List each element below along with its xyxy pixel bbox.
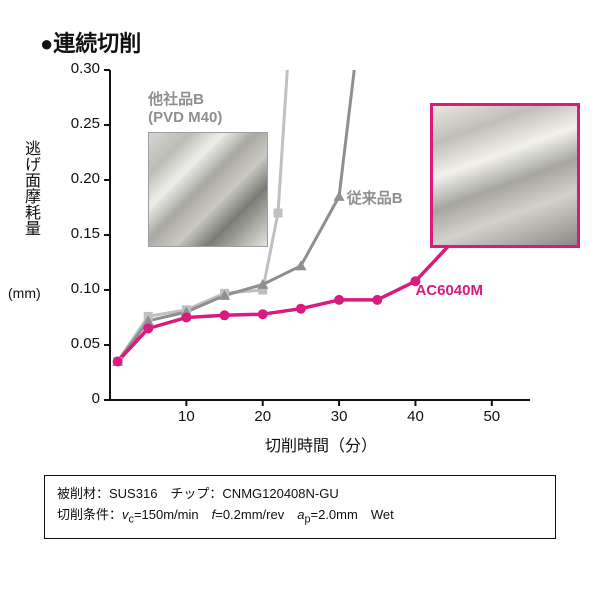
series-label-conventional-b: 従来品B — [347, 187, 403, 208]
y-tick: 0.10 — [50, 280, 100, 297]
conditions-line-2: 切削条件：vc=150m/min f=0.2mm/rev ap=2.0mm We… — [57, 505, 543, 529]
x-tick: 40 — [395, 408, 435, 425]
y-tick: 0.15 — [50, 225, 100, 242]
x-axis-label: 切削時間（分） — [265, 432, 377, 456]
y-tick: 0 — [50, 390, 100, 407]
inset-photo-ac6040m — [430, 103, 580, 248]
y-tick: 0.20 — [50, 170, 100, 187]
conditions-line-1: 被削材：SUS316 チップ：CNMG120408N-GU — [57, 484, 543, 505]
y-tick: 0.30 — [50, 60, 100, 77]
x-tick: 50 — [472, 408, 512, 425]
x-tick: 10 — [166, 408, 206, 425]
series-label-ac6040m: AC6040M — [415, 282, 483, 299]
y-axis-unit: (mm) — [8, 285, 41, 301]
y-tick: 0.05 — [50, 335, 100, 352]
inset-photo-competitor — [148, 132, 268, 247]
x-tick: 20 — [243, 408, 283, 425]
y-axis-label: 逃げ面摩耗量 — [18, 140, 42, 236]
x-tick: 30 — [319, 408, 359, 425]
cutting-conditions-box: 被削材：SUS316 チップ：CNMG120408N-GU 切削条件：vc=15… — [44, 475, 556, 539]
y-tick: 0.25 — [50, 115, 100, 132]
series-label-competitor-b: 他社品B (PVD M40) — [148, 88, 222, 126]
